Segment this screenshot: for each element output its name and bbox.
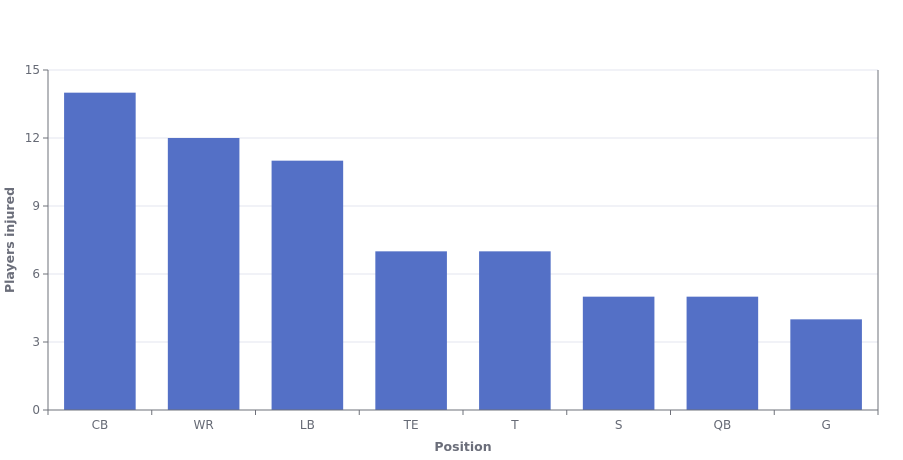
y-tick-label: 12 xyxy=(25,131,40,145)
y-tick-label: 9 xyxy=(32,199,40,213)
y-tick-label: 15 xyxy=(25,63,40,77)
x-tick-label-qb: QB xyxy=(714,418,732,432)
axes xyxy=(43,69,879,415)
bar-te xyxy=(375,251,447,410)
bar-s xyxy=(582,296,655,410)
x-tick-label-g: G xyxy=(821,418,830,432)
x-axis-title: Position xyxy=(434,439,491,454)
x-tick-label-s: S xyxy=(615,418,623,432)
x-tick-label-t: T xyxy=(510,418,519,432)
y-tick-labels: 0 3 6 9 12 15 xyxy=(25,63,40,417)
y-tick-label: 3 xyxy=(32,335,40,349)
bar-qb xyxy=(686,296,759,410)
bars xyxy=(64,92,862,411)
y-tick-label: 6 xyxy=(32,267,40,281)
x-tick-labels: CB WR LB TE T S QB G xyxy=(92,418,831,432)
bar-g xyxy=(790,319,862,410)
x-tick-label-wr: WR xyxy=(194,418,214,432)
x-tick-label-cb: CB xyxy=(92,418,109,432)
bar-lb xyxy=(271,160,344,410)
x-tick-label-te: TE xyxy=(403,418,419,432)
y-axis-title: Players injured xyxy=(2,187,17,293)
x-tick-label-lb: LB xyxy=(300,418,315,432)
bar-wr xyxy=(167,138,240,410)
bar-t xyxy=(479,251,551,410)
y-tick-label: 0 xyxy=(32,403,40,417)
bar-cb xyxy=(64,92,136,411)
